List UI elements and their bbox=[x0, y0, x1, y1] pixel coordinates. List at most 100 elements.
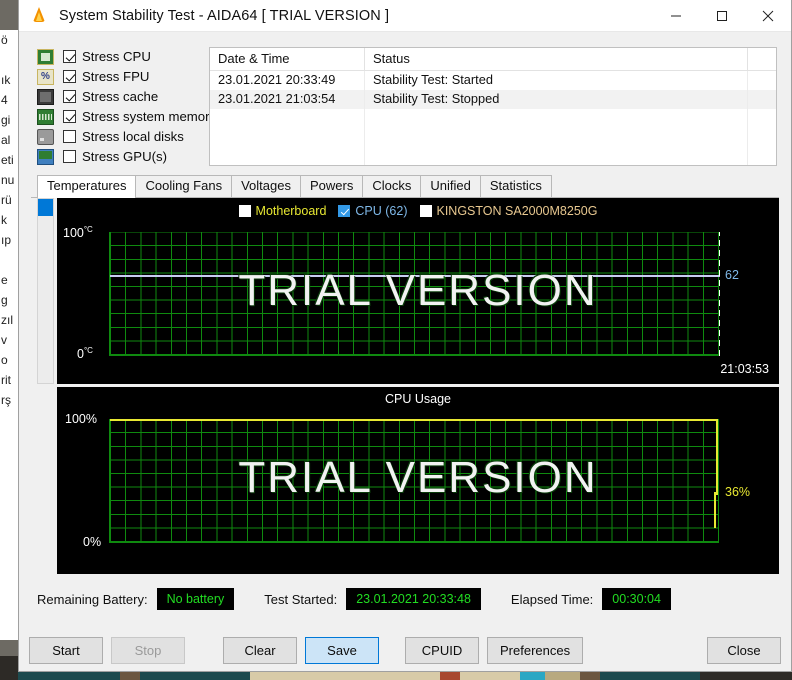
start-button[interactable]: Start bbox=[29, 636, 103, 664]
aida64-stability-test-window: System Stability Test - AIDA64 [ TRIAL V… bbox=[18, 0, 792, 672]
temperature-graph[interactable]: Motherboard CPU (62) KINGSTON SA2000M825… bbox=[57, 198, 779, 384]
battery-label: Remaining Battery: bbox=[37, 591, 148, 607]
column-header-extra[interactable] bbox=[748, 48, 776, 70]
bg-line: rş bbox=[1, 393, 11, 407]
bg-line bbox=[1, 250, 19, 270]
elapsed-time-value: 00:30:04 bbox=[602, 588, 671, 610]
stress-option-label: Stress system memory bbox=[82, 109, 217, 125]
window-title: System Stability Test - AIDA64 [ TRIAL V… bbox=[59, 7, 390, 24]
cpu-y-axis-bottom-label: 0% bbox=[83, 535, 102, 549]
cell-datetime: 23.01.2021 21:03:54 bbox=[210, 89, 365, 109]
table-row[interactable] bbox=[210, 108, 776, 128]
bg-line: zıl bbox=[1, 313, 13, 327]
bg-line: eti bbox=[1, 153, 14, 167]
tab-statistics[interactable]: Statistics bbox=[479, 175, 552, 197]
stress-disks-checkbox[interactable] bbox=[63, 130, 76, 144]
temperature-legend[interactable]: Motherboard CPU (62) KINGSTON SA2000M825… bbox=[57, 204, 779, 218]
legend-item-kingston[interactable]: KINGSTON SA2000M8250G bbox=[419, 204, 597, 218]
stress-option-label: Stress FPU bbox=[82, 69, 150, 85]
cell-status: Stability Test: Stopped bbox=[365, 89, 748, 109]
cpu-plot-area bbox=[109, 419, 719, 543]
event-log-table[interactable]: Date & Time Status 23.01.2021 20:33:49 S… bbox=[209, 47, 777, 166]
tab-powers[interactable]: Powers bbox=[299, 175, 364, 197]
close-icon[interactable] bbox=[745, 0, 791, 32]
cpu-chip-icon bbox=[37, 48, 54, 65]
cell-datetime bbox=[210, 127, 365, 147]
test-started-label: Test Started: bbox=[264, 591, 338, 607]
temp-current-value-label: 62 bbox=[725, 268, 739, 282]
cpuid-button[interactable]: CPUID bbox=[405, 636, 479, 664]
table-row[interactable]: 23.01.2021 21:03:54 Stability Test: Stop… bbox=[210, 89, 776, 109]
tab-cooling-fans[interactable]: Cooling Fans bbox=[135, 175, 233, 197]
column-header-datetime[interactable]: Date & Time bbox=[210, 48, 365, 70]
maximize-icon[interactable] bbox=[699, 0, 745, 32]
title-bar[interactable]: System Stability Test - AIDA64 [ TRIAL V… bbox=[19, 0, 791, 32]
legend-item-motherboard[interactable]: Motherboard bbox=[238, 204, 326, 218]
memory-dimm-icon bbox=[37, 108, 54, 125]
graph-tab-bar[interactable]: Temperatures Cooling Fans Voltages Power… bbox=[31, 175, 779, 198]
fpu-percent-icon: % bbox=[37, 68, 54, 85]
tab-voltages[interactable]: Voltages bbox=[231, 175, 301, 197]
stop-button: Stop bbox=[111, 636, 185, 664]
cell-datetime: 23.01.2021 20:33:49 bbox=[210, 70, 365, 90]
stress-option-memory[interactable]: Stress system memory bbox=[37, 107, 216, 127]
plot-right-edge-marker bbox=[719, 232, 720, 356]
scrollbar-thumb[interactable] bbox=[38, 199, 53, 216]
cell-datetime bbox=[210, 146, 365, 166]
stress-option-cache[interactable]: Stress cache bbox=[37, 87, 209, 107]
tab-clocks[interactable]: Clocks bbox=[362, 175, 422, 197]
stress-cpu-checkbox[interactable] bbox=[63, 50, 76, 64]
table-header-row: Date & Time Status bbox=[210, 48, 776, 71]
table-row[interactable] bbox=[210, 146, 776, 166]
stress-option-gpu[interactable]: Stress GPU(s) bbox=[37, 147, 209, 167]
cpu-graph-title: CPU Usage bbox=[385, 392, 451, 406]
stress-option-cpu[interactable]: Stress CPU bbox=[37, 47, 209, 67]
test-started-value: 23.01.2021 20:33:48 bbox=[346, 588, 481, 610]
flame-icon bbox=[29, 5, 51, 27]
tab-temperatures[interactable]: Temperatures bbox=[37, 175, 137, 198]
clear-button[interactable]: Clear bbox=[223, 636, 297, 664]
cell-status bbox=[365, 108, 748, 128]
background-window-sliver[interactable]: ö ık 4 gi al eti nu rü k ıp e g zıl v o … bbox=[0, 30, 20, 640]
cpu-usage-curve-plateau bbox=[110, 419, 717, 421]
cpu-usage-graph[interactable]: CPU Usage 100% 0% 36% TRIAL VERSION bbox=[57, 387, 779, 574]
bg-line: ık bbox=[1, 73, 11, 87]
preferences-button[interactable]: Preferences bbox=[487, 636, 584, 664]
graph-vertical-scrollbar[interactable] bbox=[37, 198, 54, 384]
cell-extra bbox=[748, 146, 776, 165]
bg-line: rit bbox=[1, 373, 11, 387]
save-button[interactable]: Save bbox=[305, 636, 379, 664]
gpu-card-icon bbox=[37, 148, 54, 165]
temp-time-label: 21:03:53 bbox=[720, 362, 769, 376]
bg-line: e bbox=[1, 273, 8, 287]
legend-checkbox-kingston[interactable] bbox=[419, 205, 432, 217]
table-row[interactable]: 23.01.2021 20:33:49 Stability Test: Star… bbox=[210, 70, 776, 90]
legend-checkbox-cpu[interactable] bbox=[338, 205, 351, 217]
minimize-icon[interactable] bbox=[653, 0, 699, 32]
bg-line: 4 bbox=[1, 93, 8, 107]
cell-extra bbox=[748, 109, 776, 128]
cell-status bbox=[365, 146, 748, 166]
column-header-status[interactable]: Status bbox=[365, 48, 748, 70]
stress-option-disks[interactable]: Stress local disks bbox=[37, 127, 209, 147]
legend-checkbox-motherboard[interactable] bbox=[238, 205, 251, 217]
bg-line: v bbox=[1, 333, 7, 347]
bg-line: rü bbox=[1, 193, 12, 207]
cpu-temperature-curve bbox=[110, 275, 720, 277]
close-button[interactable]: Close bbox=[707, 636, 781, 664]
stress-gpu-checkbox[interactable] bbox=[63, 150, 76, 164]
graph-column: Motherboard CPU (62) KINGSTON SA2000M825… bbox=[57, 198, 779, 574]
stress-fpu-checkbox[interactable] bbox=[63, 70, 76, 84]
tab-unified[interactable]: Unified bbox=[420, 175, 481, 197]
legend-item-cpu[interactable]: CPU (62) bbox=[338, 204, 408, 218]
footer-button-bar: Start Stop Clear Save CPUID Preferences … bbox=[19, 629, 791, 671]
stress-memory-checkbox[interactable] bbox=[63, 110, 76, 124]
cell-datetime bbox=[210, 108, 365, 128]
cell-extra bbox=[748, 127, 776, 146]
cache-chip-icon bbox=[37, 88, 54, 105]
stress-option-fpu[interactable]: % Stress FPU bbox=[37, 67, 209, 87]
table-row[interactable] bbox=[210, 127, 776, 147]
stress-cache-checkbox[interactable] bbox=[63, 90, 76, 104]
cpu-y-axis-top-label: 100% bbox=[65, 412, 97, 426]
cell-status bbox=[365, 127, 748, 147]
